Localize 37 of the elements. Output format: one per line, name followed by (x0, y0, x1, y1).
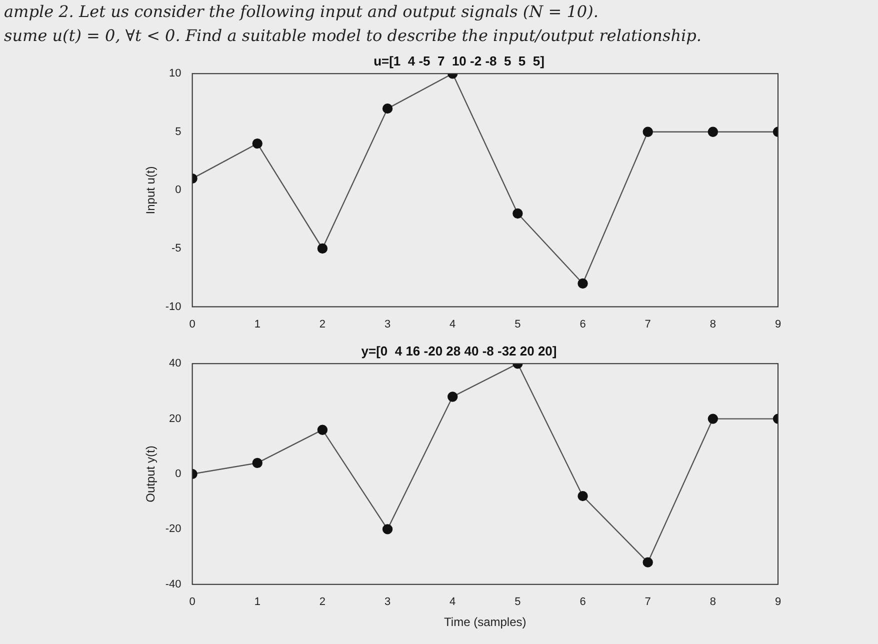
text: ample 2. Let us consider the following input and output signals (N = 10). (3, 1, 600, 23)
chart-title: u=[1 4 -5 7 10 -2 -8 5 5 5] (374, 53, 544, 68)
x-tick-label: 8 (710, 318, 716, 330)
y-tick-label: 0 (175, 184, 182, 196)
text: sume u(t) = 0, ∀t < 0. Find a suitable model to describe the input/output relationship. (3, 25, 702, 47)
x-tick-label: 2 (319, 596, 326, 608)
x-tick-label: 3 (384, 318, 391, 330)
x-tick-label: 5 (514, 318, 521, 330)
y-tick-label: -20 (165, 523, 182, 536)
y-tick-label: -5 (172, 242, 182, 255)
x-tick-label: 4 (450, 318, 456, 330)
x-tick-label: 5 (514, 596, 521, 608)
y-tick-label: -40 (165, 578, 182, 590)
x-tick-label: 9 (774, 318, 782, 330)
y-tick-label: -10 (165, 300, 182, 313)
x-axis-title: Time (samples) (444, 615, 526, 630)
chart-title: y=[0 4 16 -20 28 40 -8 -32 20 20] (361, 343, 557, 358)
x-tick-label: 6 (580, 596, 586, 608)
y-tick-label: 20 (169, 412, 182, 425)
y-tick-label: 10 (169, 68, 182, 80)
x-tick-label: 9 (774, 596, 782, 608)
x-tick-label: 6 (580, 318, 586, 330)
x-tick-label: 0 (189, 318, 196, 330)
x-tick-label: 2 (319, 318, 326, 330)
y-axis-title: Input u(t) (144, 166, 158, 214)
y-tick-label: 40 (169, 358, 182, 370)
x-tick-label: 1 (254, 318, 260, 330)
y-axis-title: Output y(t) (144, 446, 158, 502)
y-tick-label: 0 (175, 468, 182, 480)
y-tick-label: 5 (175, 126, 182, 138)
x-tick-label: 3 (384, 596, 391, 608)
x-tick-label: 1 (254, 596, 260, 608)
x-tick-label: 0 (189, 596, 196, 608)
x-tick-label: 4 (450, 596, 456, 608)
x-tick-label: 7 (644, 318, 651, 330)
x-tick-label: 8 (710, 596, 716, 608)
x-tick-label: 7 (644, 596, 651, 608)
